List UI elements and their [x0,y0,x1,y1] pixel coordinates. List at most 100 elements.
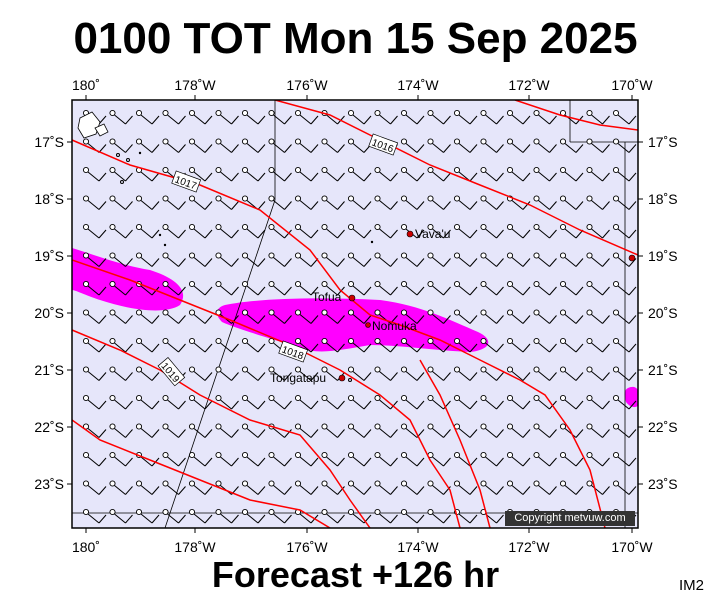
wind-barb [135,223,160,239]
wind-barb [453,480,478,495]
wind-barb [480,280,504,296]
lon-label: 172˚W [508,77,550,93]
wind-barb [347,394,372,410]
wind-barb [374,109,398,125]
wind-barb [109,195,133,210]
lon-label: 174˚W [397,77,439,93]
wind-barb [480,109,504,125]
wind-barb [215,423,239,438]
wind-barb [453,223,478,239]
lon-label: 170˚W [611,539,653,555]
wind-barb [427,195,451,210]
wind-barb [374,451,398,467]
lon-label: 170˚W [611,77,653,93]
lat-label: 21˚S [34,362,64,378]
wind-barb [188,394,213,410]
wind-barb [268,166,292,182]
wind-barb [135,508,160,524]
wind-barb [135,423,160,438]
wind-barb [480,337,504,353]
wind-barb [506,451,531,467]
wind-barb [586,223,610,239]
wind-barb [82,394,107,410]
wind-barb [135,109,160,125]
wind-barb [294,138,319,153]
place-label-tofua: Tofua [312,290,342,304]
wind-barb [82,451,107,467]
wind-barb [453,366,478,381]
wind-barb [586,195,610,210]
wind-barb [135,195,160,210]
wind-barb [188,423,213,438]
lon-label: 180˚ [72,77,100,93]
lat-labels-left: 17˚S 18˚S 19˚S 20˚S 21˚S 22˚S 23˚S [34,134,64,492]
wind-barb [82,195,107,210]
wind-barb [374,337,398,353]
wind-barb [321,195,345,210]
wind-barb [82,223,107,239]
wind-barb [347,109,372,125]
wind-barb [400,252,425,267]
wind-barb [109,138,133,153]
isobar-line [419,359,491,528]
wind-barb [400,366,425,381]
wind-barb [506,280,531,296]
wind-barb [586,280,610,296]
rain-area-central [217,298,489,352]
isobar-line [72,419,331,528]
wind-barb [321,166,345,182]
wind-barb [241,337,266,353]
wind-barb [612,109,637,125]
lat-label: 22˚S [648,419,678,435]
wind-barb [559,423,584,438]
wind-barb [533,309,557,324]
wind-barb [586,337,610,353]
wind-barb [241,280,266,296]
wind-barb [321,138,345,153]
wind-barb [268,280,292,296]
wind-barb [241,138,266,153]
wind-barb [347,280,372,296]
wind-barb [453,195,478,210]
wind-barb [188,337,213,353]
wind-barb [268,309,292,324]
wind-barb [241,252,266,267]
wind-barb [480,366,504,381]
wind-barb [294,480,319,495]
wind-barb [506,138,531,153]
wind-barb [268,223,292,239]
lon-labels-top: 180˚ 178˚W 176˚W 174˚W 172˚W 170˚W [72,77,653,93]
wind-barb [109,252,133,267]
wind-barb [215,366,239,381]
wind-barb [533,394,557,410]
wind-barb [453,252,478,267]
forecast-hour-label: Forecast +126 hr [211,554,500,595]
lat-label: 21˚S [648,362,678,378]
wind-barb [533,166,557,182]
wind-barb [480,451,504,467]
wind-barb [533,195,557,210]
wind-barb [109,451,133,467]
wind-barb [374,423,398,438]
wind-barb [347,166,372,182]
wind-barb [268,138,292,153]
wind-barb [559,252,584,267]
wind-barb [480,394,504,410]
wind-barb [321,394,345,410]
wind-barb [480,309,504,324]
corner-tag: IM2 [679,577,705,594]
wind-barb [241,195,266,210]
wind-barb [559,480,584,495]
isobar-line [72,329,371,528]
wind-barb [533,480,557,495]
wind-barb [400,109,425,125]
wind-barb [374,195,398,210]
wind-barb [427,309,451,324]
wind-barb [268,508,292,524]
wind-barb [109,480,133,495]
wind-barb [294,337,319,353]
wind-barb [400,508,425,524]
wind-barb [347,138,372,153]
lat-label: 23˚S [648,476,678,492]
wind-barb [612,223,637,239]
